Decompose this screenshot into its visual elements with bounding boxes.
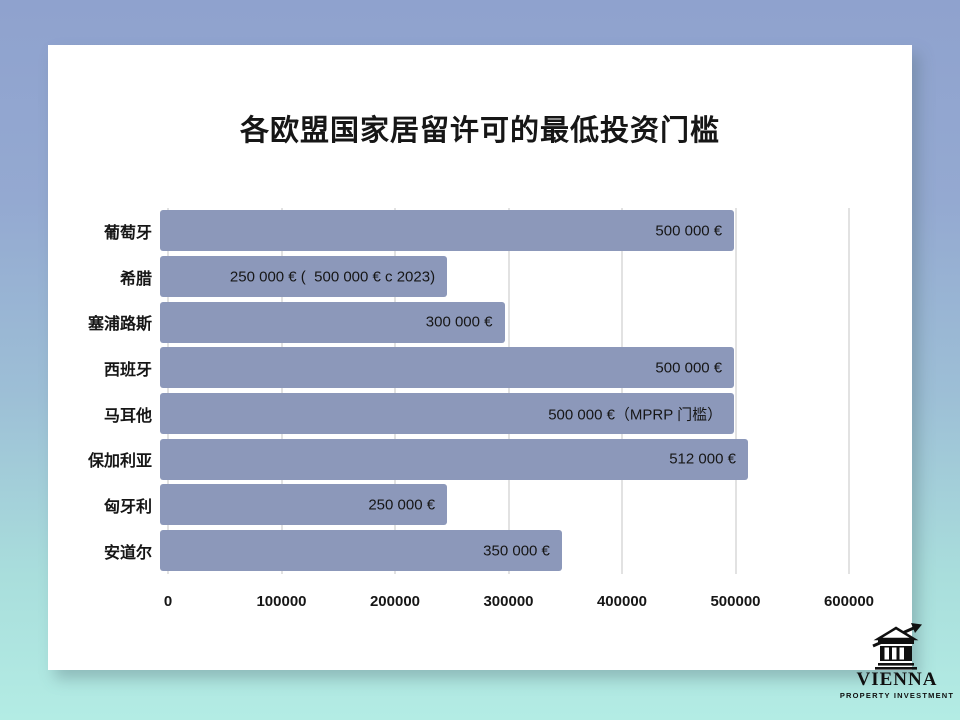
category-label: 塞浦路斯	[87, 316, 152, 334]
bar: 250 000 €	[160, 484, 448, 526]
bar-rows: 葡萄牙 500 000 € 希腊 250 000 € ( 500 000 € c 20…	[48, 208, 912, 574]
gridlines	[167, 208, 850, 574]
gridline	[735, 208, 736, 574]
bar: 350 000 €	[160, 530, 562, 572]
x-tick-label: 500000	[710, 593, 761, 610]
logo-subtitle: PROPERTY INVESTMENT	[839, 690, 955, 700]
bar-value-label: 500 000 €	[655, 359, 723, 377]
bar-row: 西班牙 500 000 €	[48, 345, 912, 391]
building-arrow-icon	[872, 623, 922, 670]
bar-value-label: 350 000 €	[483, 542, 550, 560]
gridline	[621, 208, 623, 574]
gridline	[281, 208, 282, 574]
category-label: 葡萄牙	[103, 224, 152, 242]
bar-row: 安道尔 350 000 €	[48, 528, 912, 574]
bar-value-label: 250 000 €	[368, 496, 436, 514]
gridline	[167, 208, 169, 574]
bar-row: 匈牙利 250 000 €	[48, 482, 912, 528]
bar-track: 500 000 €（MPRP 门槛）	[160, 393, 849, 435]
bar-value-label: 512 000 €	[669, 450, 736, 468]
bar-track: 350 000 €	[160, 530, 849, 572]
x-tick-label: 100000	[256, 593, 307, 610]
category-label: 保加利亚	[87, 453, 152, 471]
chart-title: 各欧盟国家居留许可的最低投资门槛	[239, 115, 720, 147]
vienna-logo: VIENNA PROPERTY INVESTMENT	[838, 622, 956, 700]
bar: 300 000 €	[160, 301, 505, 343]
slide-card: 各欧盟国家居留许可的最低投资门槛 葡萄牙 500 000 € 希腊 250 000 €…	[48, 45, 912, 670]
bar-value-label: 500 000 €（MPRP 门槛）	[548, 406, 723, 424]
bar: 500 000 €（MPRP 门槛）	[160, 393, 735, 435]
bar-track: 500 000 €	[160, 210, 849, 252]
category-label: 西班牙	[103, 361, 152, 379]
category-label: 安道尔	[103, 544, 152, 562]
bar-track: 250 000 € ( 500 000 € c 2023)	[160, 256, 849, 298]
x-tick-label: 0	[163, 593, 173, 610]
bar-row: 葡萄牙 500 000 €	[48, 208, 912, 254]
bar-row: 塞浦路斯 300 000 €	[48, 299, 912, 345]
category-label: 希腊	[119, 270, 152, 288]
gridline	[394, 208, 396, 574]
category-label: 马耳他	[103, 407, 152, 425]
bar-row: 保加利亚 512 000 €	[48, 436, 912, 482]
bar-track: 512 000 €	[160, 438, 849, 480]
bar-value-label: 250 000 € ( 500 000 € c 2023)	[229, 268, 436, 286]
x-tick-label: 400000	[596, 593, 648, 610]
bar-value-label: 500 000 €	[655, 222, 723, 240]
x-tick-label: 600000	[823, 593, 875, 610]
x-axis: 0 100000 200000 300000 400000 500000 600000	[164, 593, 874, 617]
x-tick-label: 300000	[483, 593, 534, 610]
gridline	[508, 208, 509, 574]
bar: 512 000 €	[160, 438, 748, 480]
bar-value-label: 300 000 €	[425, 313, 493, 331]
gridline	[848, 208, 850, 574]
bar-track: 250 000 €	[160, 484, 849, 526]
category-label: 匈牙利	[103, 498, 152, 516]
bar: 250 000 € ( 500 000 € c 2023)	[160, 256, 448, 298]
bar: 500 000 €	[160, 347, 735, 389]
x-tick-label: 200000	[369, 593, 421, 610]
bar-row: 希腊 250 000 € ( 500 000 € c 2023)	[48, 254, 912, 300]
bar-row: 马耳他 500 000 €（MPRP 门槛）	[48, 391, 912, 437]
bar: 500 000 €	[160, 210, 735, 252]
bar-track: 300 000 €	[160, 301, 849, 343]
logo-name: VIENNA	[856, 669, 938, 690]
bar-track: 500 000 €	[160, 347, 849, 389]
